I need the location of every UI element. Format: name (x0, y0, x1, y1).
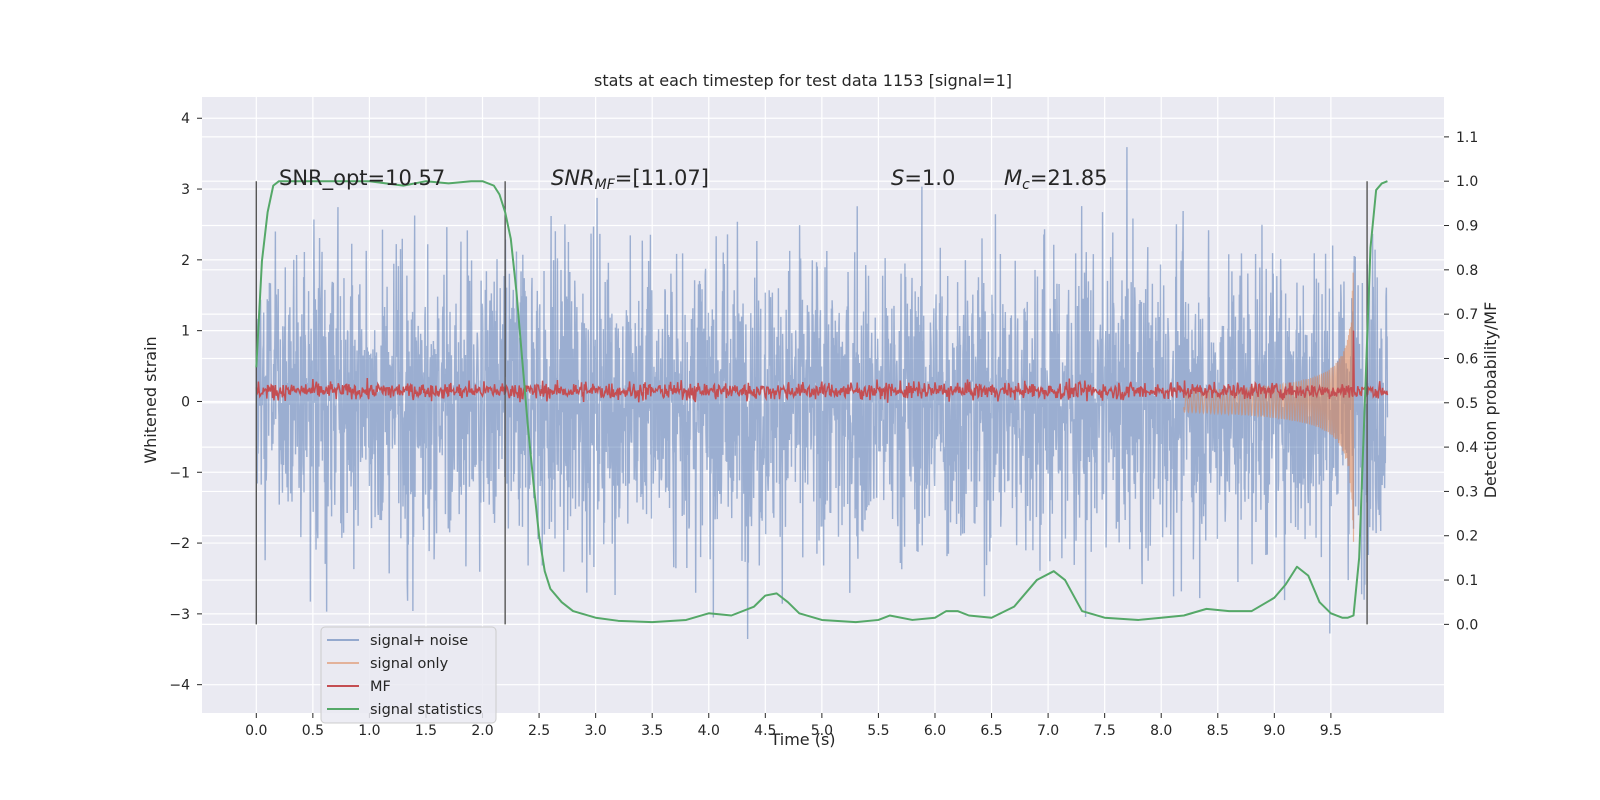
legend-label-signal-only: signal only (370, 656, 449, 672)
y-left-axis-label: Whitened strain (141, 336, 160, 463)
annotation-snr-mf-value: =[11.07] (615, 166, 709, 190)
x-tick-label-17: 8.5 (1207, 723, 1229, 739)
y-left-tick-label-8: −4 (169, 678, 190, 694)
y-right-tick-label-3: 0.8 (1456, 263, 1478, 279)
y-right-tick-label-6: 0.5 (1456, 396, 1478, 412)
series-mf (255, 330, 1389, 403)
x-tick-label-19: 9.5 (1320, 723, 1342, 739)
x-tick-label-13: 6.5 (980, 723, 1002, 739)
y-right-tick-label-11: 0.0 (1456, 617, 1478, 633)
y-right-axis-ticks: 1.1 1.0 0.9 0.8 0.7 0.6 0.5 0.4 0.3 0.2 0.1 0.0 (1444, 130, 1478, 633)
annotation-s-value: =1.0 (904, 166, 955, 190)
y-right-tick-label-1: 1.0 (1456, 174, 1478, 190)
annotation-s: S=1.0 (891, 166, 955, 190)
legend-box (320, 626, 497, 724)
y-right-tick-label-0: 1.1 (1456, 130, 1478, 146)
y-left-tick-label-4: 0 (181, 394, 190, 410)
line-signal-noise (255, 147, 1389, 640)
x-tick-label-5: 2.5 (528, 723, 550, 739)
legend-label-mf: MF (370, 679, 391, 695)
line-mf (255, 330, 1389, 403)
vertical-markers (255, 181, 1368, 625)
x-tick-label-0: 0.0 (245, 723, 267, 739)
legend: signal+ noise signal only MF signal stat… (320, 626, 497, 724)
y-left-tick-label-0: 4 (181, 111, 190, 127)
x-tick-label-18: 9.0 (1263, 723, 1285, 739)
x-axis-label: Time (s) (769, 730, 835, 749)
line-signal-statistics (255, 180, 1388, 624)
x-tick-label-9: 4.5 (754, 723, 776, 739)
annotation-snr-mf: SNRMF=[11.07] (551, 166, 709, 193)
annotation-mc-value: =21.85 (1030, 166, 1108, 190)
annotation-s-symbol: S (891, 166, 904, 190)
x-tick-label-6: 3.0 (585, 723, 607, 739)
y-right-tick-label-9: 0.2 (1456, 529, 1478, 545)
x-tick-label-4: 2.0 (471, 723, 493, 739)
annotation-mc-sub: c (1022, 177, 1030, 193)
x-tick-label-1: 0.5 (302, 723, 324, 739)
x-tick-label-7: 3.5 (641, 723, 663, 739)
series-signal-noise (255, 147, 1389, 640)
x-tick-label-15: 7.5 (1094, 723, 1116, 739)
legend-label-signal-statistics: signal statistics (370, 702, 482, 718)
y-left-tick-label-6: −2 (169, 536, 190, 552)
annotation-mc-symbol: M (1004, 166, 1022, 190)
y-right-tick-label-2: 0.9 (1456, 219, 1478, 235)
x-tick-label-11: 5.5 (867, 723, 889, 739)
x-tick-label-3: 1.5 (415, 723, 437, 739)
y-left-tick-label-5: −1 (169, 465, 190, 481)
x-tick-label-8: 4.0 (698, 723, 720, 739)
y-right-tick-label-8: 0.3 (1456, 484, 1478, 500)
annotation-snr-mf-base: SNR (551, 166, 595, 190)
legend-label-signal-noise: signal+ noise (370, 633, 468, 649)
x-axis-ticks: 0.0 0.5 1.0 1.5 2.0 2.5 3.0 3.5 4.0 4.5 5.0 5.5 6.0 6… (245, 713, 1342, 739)
x-tick-label-2: 1.0 (358, 723, 380, 739)
annotations: SNR_opt=10.57 SNRMF=[11.07] S=1.0 Mc=21.… (279, 166, 1108, 193)
y-left-tick-label-1: 3 (181, 182, 190, 198)
y-left-tick-label-2: 2 (181, 253, 190, 269)
y-right-tick-label-4: 0.7 (1456, 307, 1478, 323)
annotation-snr-opt: SNR_opt=10.57 (279, 166, 445, 191)
y-left-tick-label-3: 1 (181, 324, 190, 340)
x-tick-label-12: 6.0 (924, 723, 946, 739)
y-left-axis-ticks: 4 3 2 1 0 −1 −2 −3 −4 (169, 111, 202, 694)
annotation-mc: Mc=21.85 (1004, 166, 1108, 193)
chart-title: stats at each timestep for test data 115… (594, 71, 1012, 90)
y-right-axis-label: Detection probability/MF (1481, 302, 1500, 499)
annotation-snr-mf-sub: MF (595, 177, 616, 193)
y-right-tick-label-7: 0.4 (1456, 440, 1478, 456)
series-signal-statistics (255, 180, 1388, 624)
y-right-tick-label-10: 0.1 (1456, 573, 1478, 589)
y-right-tick-label-5: 0.6 (1456, 351, 1478, 367)
x-tick-label-10: 5.0 (811, 723, 833, 739)
x-tick-label-16: 8.0 (1150, 723, 1172, 739)
y-left-tick-label-7: −3 (169, 607, 190, 623)
x-tick-label-14: 7.0 (1037, 723, 1059, 739)
